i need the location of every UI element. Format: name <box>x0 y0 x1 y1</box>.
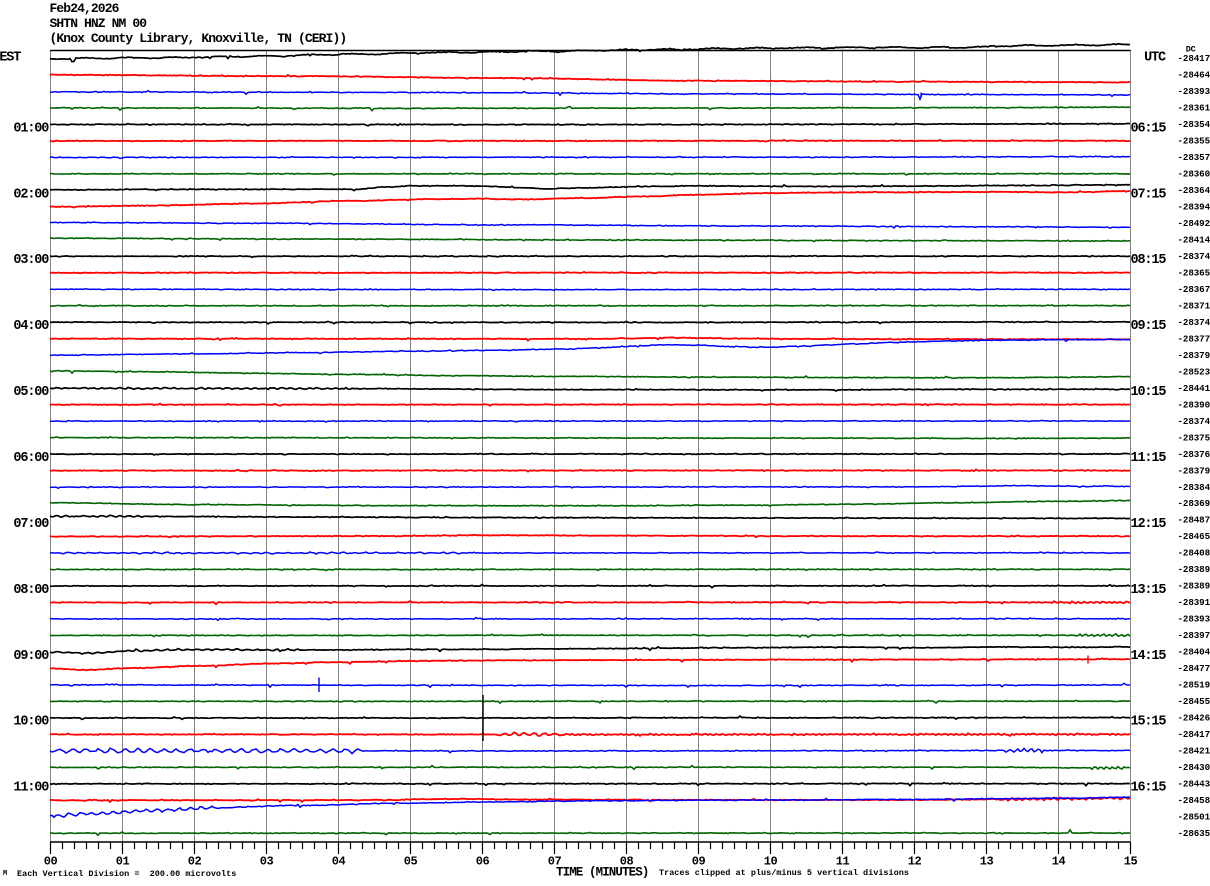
svg-text:-28414: -28414 <box>1178 235 1210 246</box>
svg-text:-28523: -28523 <box>1178 366 1210 377</box>
svg-text:-28355: -28355 <box>1178 136 1210 147</box>
svg-text:-28374: -28374 <box>1178 251 1210 262</box>
svg-text:08:15: 08:15 <box>1131 253 1167 268</box>
svg-text:-28635: -28635 <box>1178 828 1210 839</box>
svg-text:03:00: 03:00 <box>13 253 49 268</box>
svg-text:03: 03 <box>260 855 274 869</box>
svg-text:-28408: -28408 <box>1178 548 1210 559</box>
svg-text:01: 01 <box>116 855 130 869</box>
svg-text:-28365: -28365 <box>1178 268 1210 279</box>
svg-text:-28369: -28369 <box>1178 498 1210 509</box>
svg-text:-28374: -28374 <box>1178 416 1210 427</box>
svg-text:-28379: -28379 <box>1178 350 1210 361</box>
svg-text:04:00: 04:00 <box>13 319 49 334</box>
svg-text:-28361: -28361 <box>1178 103 1210 114</box>
svg-text:SHTN HNZ NM 00: SHTN HNZ NM 00 <box>50 16 148 31</box>
svg-text:Feb24,2026: Feb24,2026 <box>50 1 120 16</box>
svg-text:06:15: 06:15 <box>1131 121 1167 136</box>
svg-text:-28519: -28519 <box>1178 680 1210 691</box>
svg-text:14: 14 <box>1052 855 1066 869</box>
svg-text:-28464: -28464 <box>1178 70 1210 81</box>
svg-text:07:15: 07:15 <box>1131 187 1167 202</box>
svg-text:-28417: -28417 <box>1178 53 1210 64</box>
svg-text:-28421: -28421 <box>1178 746 1210 757</box>
svg-text:11: 11 <box>836 855 850 869</box>
svg-text:05:00: 05:00 <box>13 385 49 400</box>
svg-text:-28377: -28377 <box>1178 333 1210 344</box>
svg-text:14:15: 14:15 <box>1131 649 1167 664</box>
svg-text:12:15: 12:15 <box>1131 517 1167 532</box>
svg-text:08:00: 08:00 <box>13 583 49 598</box>
svg-text:09:15: 09:15 <box>1131 319 1167 334</box>
svg-text:-28404: -28404 <box>1178 647 1210 658</box>
svg-text:-28426: -28426 <box>1178 713 1210 724</box>
svg-text:10: 10 <box>764 855 778 869</box>
svg-text:13: 13 <box>980 855 994 869</box>
svg-text:-28374: -28374 <box>1178 317 1210 328</box>
svg-text:-28367: -28367 <box>1178 284 1210 295</box>
svg-text:-28375: -28375 <box>1178 432 1210 443</box>
svg-text:05: 05 <box>404 855 418 869</box>
svg-text:-28391: -28391 <box>1178 597 1210 608</box>
svg-text:06: 06 <box>476 855 490 869</box>
svg-text:07: 07 <box>548 855 562 869</box>
svg-text:-28465: -28465 <box>1178 531 1210 542</box>
svg-text:16:15: 16:15 <box>1131 781 1167 796</box>
svg-text:11:00: 11:00 <box>13 781 49 796</box>
svg-text:-28417: -28417 <box>1178 729 1210 740</box>
svg-text:10:00: 10:00 <box>13 715 49 730</box>
svg-text:12: 12 <box>908 855 922 869</box>
svg-text:-28357: -28357 <box>1178 152 1210 163</box>
svg-text:01:00: 01:00 <box>13 121 49 136</box>
svg-text:00: 00 <box>44 855 58 869</box>
svg-text:-28360: -28360 <box>1178 169 1210 180</box>
svg-text:-28379: -28379 <box>1178 465 1210 476</box>
svg-text:09:00: 09:00 <box>13 649 49 664</box>
svg-text:-28487: -28487 <box>1178 515 1210 526</box>
svg-text:UTC: UTC <box>1144 50 1166 65</box>
svg-text:-28477: -28477 <box>1178 663 1210 674</box>
svg-text:-28443: -28443 <box>1178 779 1210 790</box>
svg-text:-28492: -28492 <box>1178 218 1210 229</box>
svg-text:-28376: -28376 <box>1178 449 1210 460</box>
svg-text:-28501: -28501 <box>1178 811 1210 822</box>
svg-text:DC: DC <box>1186 44 1196 54</box>
svg-text:-28390: -28390 <box>1178 399 1210 410</box>
svg-text:TIME (MINUTES): TIME (MINUTES) <box>556 866 648 880</box>
svg-text:-28371: -28371 <box>1178 300 1210 311</box>
svg-text:02: 02 <box>188 855 202 869</box>
svg-text:-28364: -28364 <box>1178 185 1210 196</box>
svg-text:09: 09 <box>692 855 706 869</box>
svg-text:M: M <box>3 870 7 878</box>
svg-text:07:00: 07:00 <box>13 517 49 532</box>
svg-text:08: 08 <box>620 855 634 869</box>
svg-text:-28393: -28393 <box>1178 86 1210 97</box>
svg-text:10:15: 10:15 <box>1131 385 1167 400</box>
svg-text:11:15: 11:15 <box>1131 451 1167 466</box>
svg-text:02:00: 02:00 <box>13 187 49 202</box>
svg-text:-28389: -28389 <box>1178 581 1210 592</box>
svg-text:-28397: -28397 <box>1178 630 1210 641</box>
svg-text:EST: EST <box>0 50 21 65</box>
svg-text:-28389: -28389 <box>1178 564 1210 575</box>
svg-text:04: 04 <box>332 855 346 869</box>
svg-text:13:15: 13:15 <box>1131 583 1167 598</box>
svg-text:15: 15 <box>1124 855 1138 869</box>
svg-text:-28384: -28384 <box>1178 482 1210 493</box>
svg-text:-28354: -28354 <box>1178 119 1210 130</box>
svg-text:06:00: 06:00 <box>13 451 49 466</box>
svg-text:15:15: 15:15 <box>1131 715 1167 730</box>
svg-text:-28393: -28393 <box>1178 614 1210 625</box>
svg-text:-28441: -28441 <box>1178 383 1210 394</box>
svg-text:-28430: -28430 <box>1178 762 1210 773</box>
svg-text:-28455: -28455 <box>1178 696 1210 707</box>
svg-text:(Knox County Library, Knoxvill: (Knox County Library, Knoxville, TN (CER… <box>50 31 347 46</box>
svg-text:Traces clipped at plus/minus 5: Traces clipped at plus/minus 5 vertical … <box>659 868 909 878</box>
svg-text:-28394: -28394 <box>1178 202 1210 213</box>
svg-text:-28458: -28458 <box>1178 795 1210 806</box>
svg-text:Each Vertical Division = 200.: Each Vertical Division = 200.00 microvol… <box>17 869 236 879</box>
